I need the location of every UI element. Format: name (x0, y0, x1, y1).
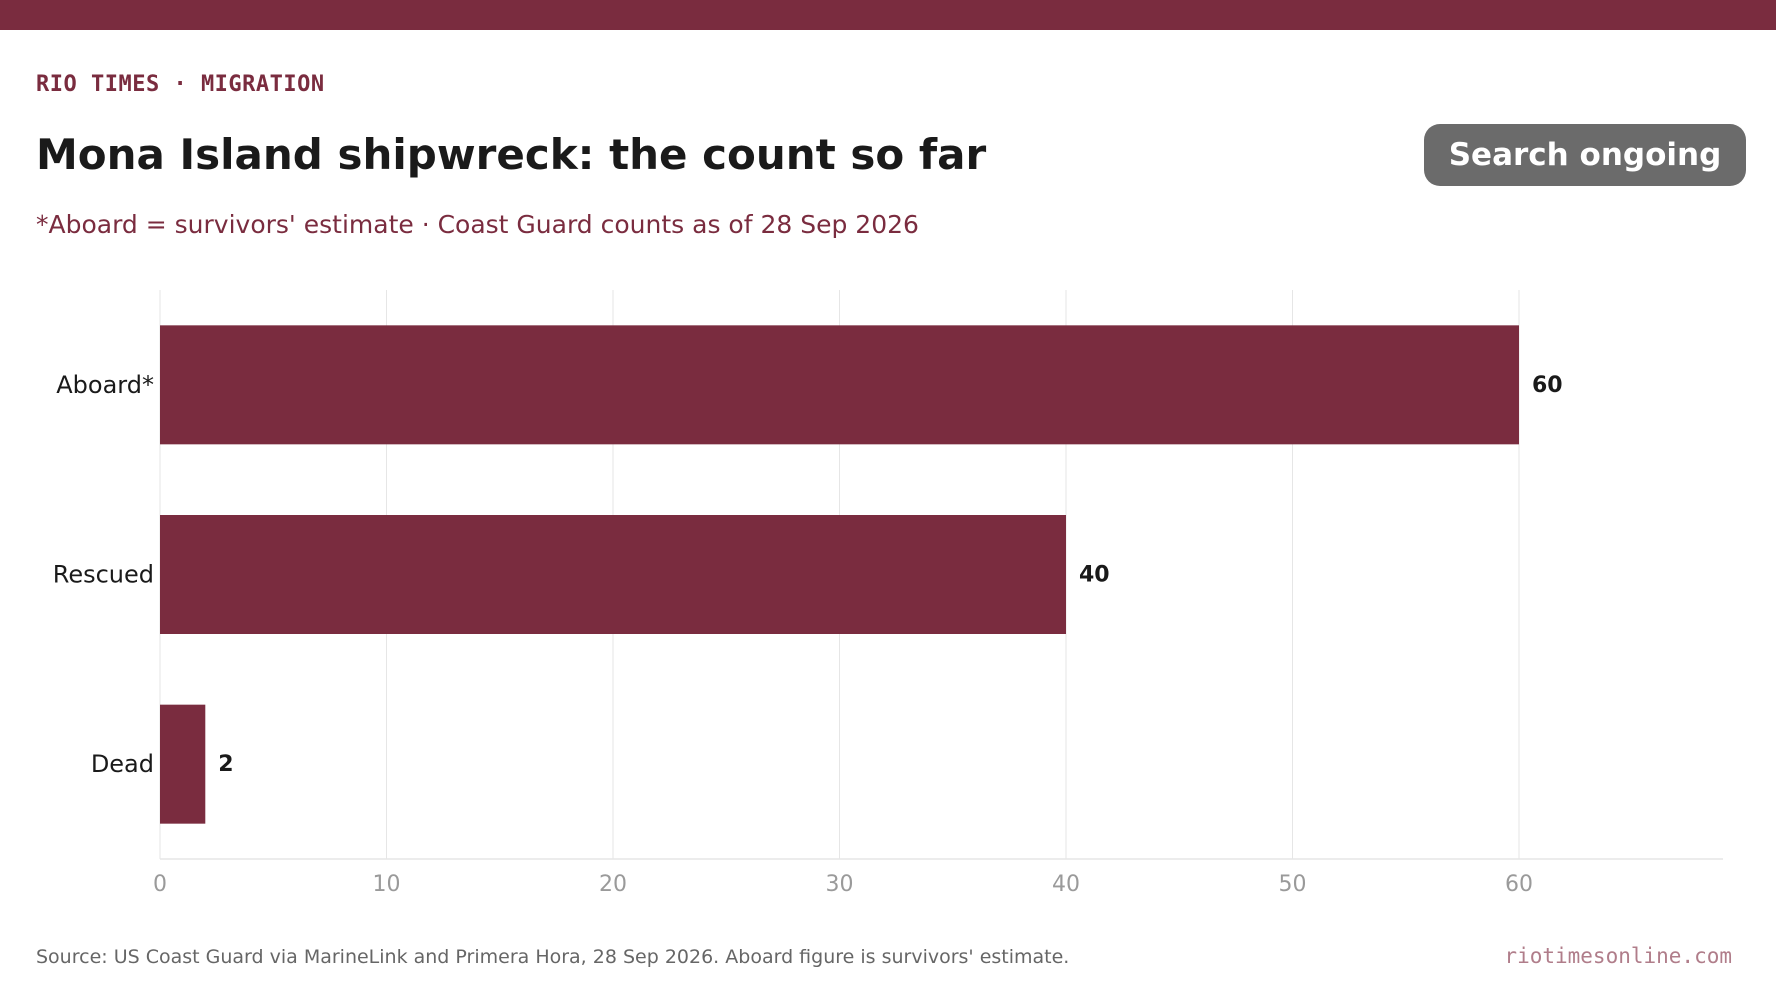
x-tick-label: 0 (153, 872, 167, 897)
x-tick-label: 30 (826, 872, 854, 897)
x-tick-label: 40 (1052, 872, 1080, 897)
top-brand-bar (0, 0, 1776, 30)
bar-chart: 0 10 20 30 40 50 60 Aboard* 60 Rescued 40 Dead 2 (53, 290, 1723, 897)
chart-subtitle: *Aboard = survivors' estimate · Coast Gu… (36, 210, 919, 239)
data-label: 2 (218, 752, 233, 777)
page-title: Mona Island shipwreck: the count so far (36, 130, 987, 179)
data-label: 40 (1079, 563, 1110, 588)
x-tick-label: 60 (1505, 872, 1533, 897)
section-kicker: RIO TIMES · MIGRATION (36, 72, 325, 97)
bar (160, 515, 1066, 634)
bar (160, 325, 1519, 445)
site-credit: riotimesonline.com (1504, 944, 1732, 968)
category-label: Dead (91, 750, 154, 778)
source-note: Source: US Coast Guard via MarineLink an… (36, 946, 1070, 968)
x-tick-label: 20 (599, 872, 627, 897)
x-tick-label: 10 (373, 872, 401, 897)
category-label: Rescued (53, 561, 154, 589)
status-badge: Search ongoing (1424, 124, 1746, 186)
data-label: 60 (1532, 373, 1563, 398)
category-label: Aboard* (56, 371, 154, 399)
x-tick-label: 50 (1279, 872, 1307, 897)
bar (160, 704, 206, 824)
